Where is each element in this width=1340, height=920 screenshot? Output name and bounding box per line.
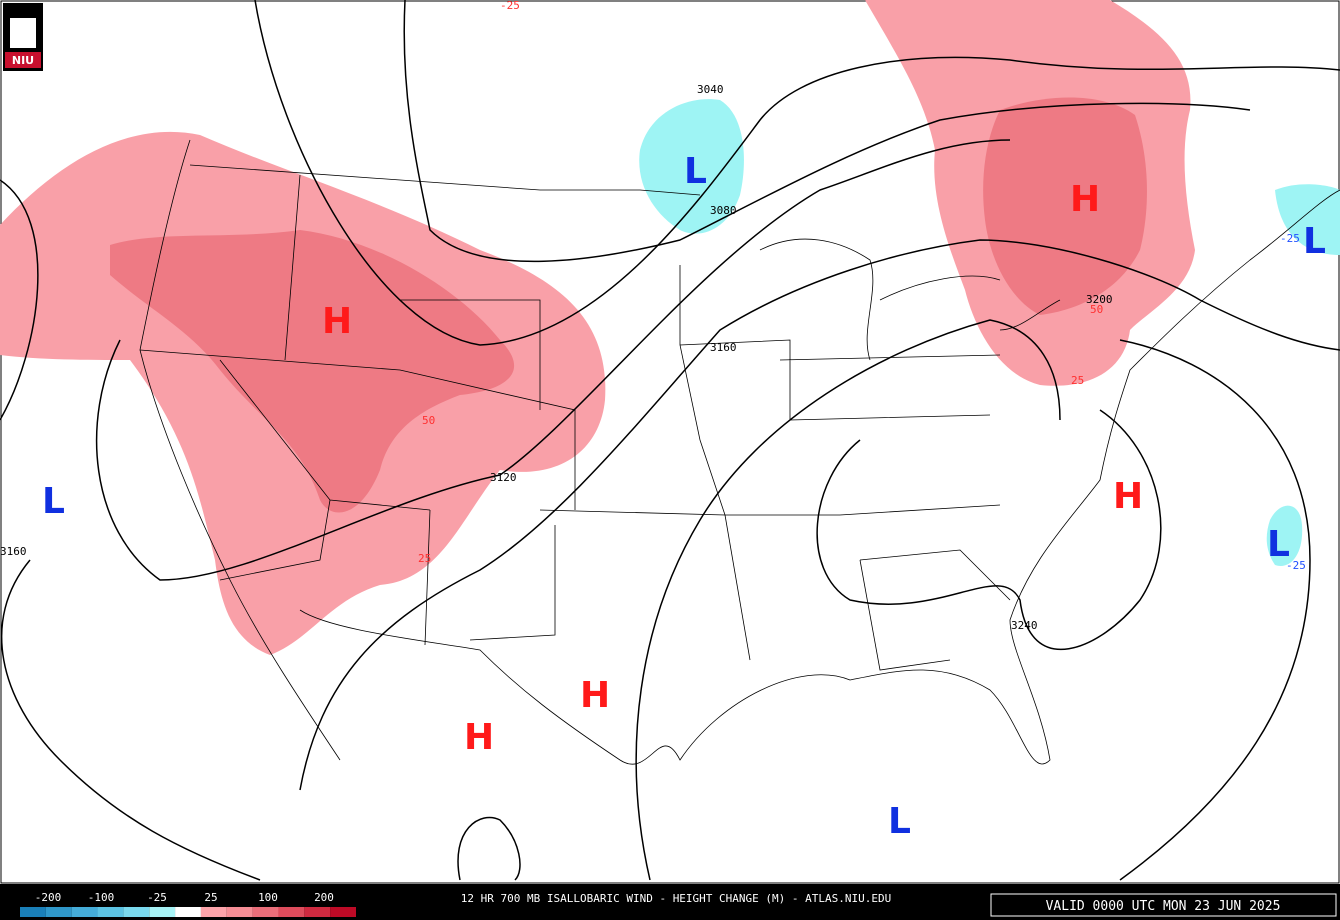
change-label: 50 — [1090, 303, 1103, 316]
change-label: 25 — [418, 552, 431, 565]
height-contour — [457, 816, 521, 881]
height-contour — [299, 239, 1340, 791]
contour-label: 3200 — [1086, 293, 1113, 306]
high-center: H — [1070, 179, 1100, 220]
high-center: H — [464, 717, 494, 758]
legend-swatch — [278, 907, 305, 917]
legend-swatch — [149, 907, 176, 917]
legend-label: -100 — [88, 891, 115, 904]
change-label: -25 — [1280, 232, 1300, 245]
contour-label: 3160 — [0, 545, 27, 558]
contour-label: 3040 — [697, 83, 724, 96]
high-center: H — [322, 301, 352, 342]
legend: -200 -100 -25 25 100 200 — [20, 891, 356, 917]
logo-text: NIU — [12, 54, 34, 67]
legend-swatch — [252, 907, 279, 917]
footer-title: 12 HR 700 MB ISALLOBARIC WIND - HEIGHT C… — [461, 892, 891, 905]
height-fall-area — [639, 99, 744, 234]
height-contour — [254, 0, 1340, 346]
legend-label: 100 — [258, 891, 278, 904]
legend-swatch — [226, 907, 253, 917]
low-center: L — [888, 801, 911, 842]
state-borders — [139, 164, 1011, 671]
height-contour — [403, 0, 1251, 263]
height-rise-core — [110, 230, 515, 513]
logo: NIU — [3, 3, 43, 71]
high-center: H — [580, 675, 610, 716]
height-fall-area — [1266, 505, 1303, 566]
legend-label: -25 — [147, 891, 167, 904]
logo-building — [10, 18, 36, 48]
contour-label: 3240 — [1011, 619, 1038, 632]
legend-swatch — [71, 907, 98, 917]
change-label: -25 — [1286, 559, 1306, 572]
low-center: L — [42, 481, 65, 522]
contour-label: 3160 — [710, 341, 737, 354]
height-contour — [0, 139, 1011, 581]
low-center: L — [684, 151, 707, 192]
valid-box — [990, 893, 1337, 917]
great-lakes — [759, 238, 1061, 361]
legend-swatch — [304, 907, 331, 917]
height-contour — [816, 409, 1162, 651]
height-fall-area — [1275, 184, 1340, 255]
low-center: L — [1303, 221, 1326, 262]
height-contour — [1119, 339, 1311, 881]
legend-swatch — [330, 907, 356, 917]
contour-label: 3120 — [490, 471, 517, 484]
legend-label: 25 — [204, 891, 217, 904]
change-label: -25 — [500, 0, 520, 12]
valid-time: VALID 0000 UTC MON 23 JUN 2025 — [1046, 899, 1281, 914]
height-contour — [0, 559, 261, 881]
legend-swatch — [175, 907, 201, 917]
logo-band — [5, 52, 41, 68]
low-center: L — [1267, 524, 1290, 565]
legend-swatch — [20, 907, 46, 917]
height-contour — [635, 319, 1061, 881]
coastline — [139, 139, 1340, 765]
contour-label: 3080 — [710, 204, 737, 217]
high-center: H — [1113, 476, 1143, 517]
legend-label: -200 — [35, 891, 62, 904]
change-label: 50 — [422, 414, 435, 427]
legend-swatch — [45, 907, 72, 917]
legend-swatch — [123, 907, 150, 917]
change-label: 25 — [1071, 374, 1084, 387]
legend-swatch — [97, 907, 124, 917]
legend-swatch — [200, 907, 227, 917]
legend-label: 200 — [314, 891, 334, 904]
